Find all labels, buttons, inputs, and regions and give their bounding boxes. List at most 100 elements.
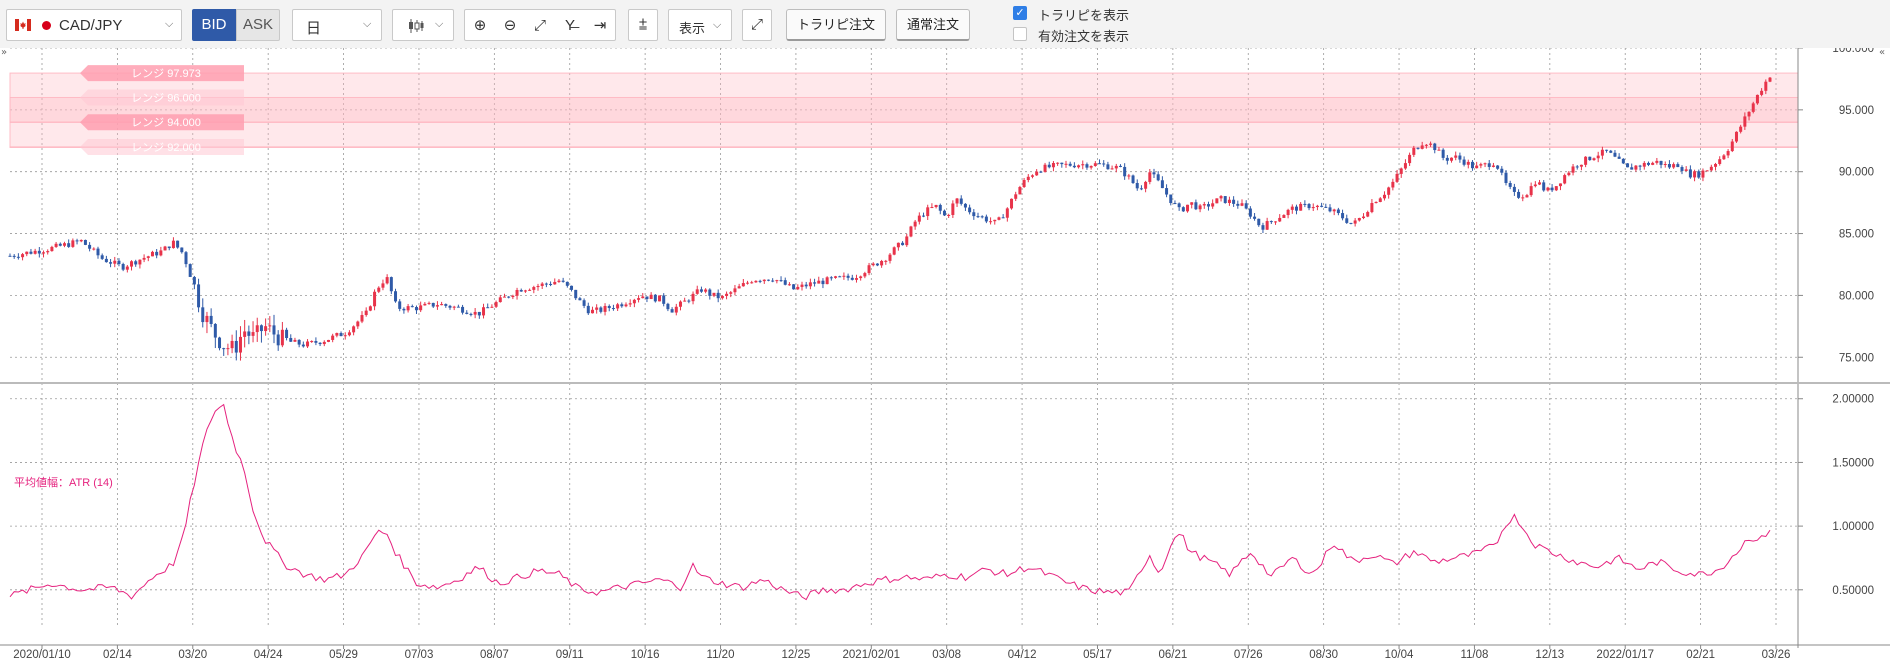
candle-body bbox=[1043, 164, 1047, 172]
candle-body bbox=[1525, 195, 1529, 198]
candle-body bbox=[176, 240, 180, 248]
currency-pair-select[interactable]: CAD/JPY ⌵ bbox=[6, 9, 182, 41]
candle-body bbox=[1634, 165, 1638, 170]
candle-body bbox=[1139, 188, 1143, 190]
candle-body bbox=[456, 306, 460, 308]
trailing-order-button[interactable]: トラリピ注文 bbox=[786, 9, 886, 41]
candle-body bbox=[1110, 168, 1114, 170]
candle-body bbox=[1169, 194, 1173, 204]
candle-body bbox=[1672, 164, 1676, 168]
canada-flag-icon bbox=[15, 19, 31, 31]
expand-icon[interactable]: ⤢ bbox=[742, 9, 772, 41]
fit-screen-icon[interactable]: ⤢ bbox=[533, 17, 546, 34]
candle-body bbox=[842, 275, 846, 277]
candle-body bbox=[75, 240, 79, 242]
candle-body bbox=[850, 277, 854, 280]
candle-body bbox=[796, 286, 800, 290]
candle-body bbox=[234, 340, 238, 353]
candle-body bbox=[1676, 164, 1680, 168]
candle-body bbox=[733, 288, 737, 293]
candle-body bbox=[1458, 155, 1462, 160]
candle-body bbox=[58, 243, 62, 246]
candle-body bbox=[645, 296, 649, 300]
candle-body bbox=[1680, 167, 1684, 171]
ask-button[interactable]: ASK bbox=[236, 9, 280, 41]
candle-body bbox=[1278, 217, 1282, 222]
candle-body bbox=[1563, 175, 1567, 184]
collapse-left-icon[interactable]: » bbox=[1, 48, 7, 58]
candle-body bbox=[1274, 221, 1278, 223]
checkbox-unchecked-icon[interactable] bbox=[1013, 27, 1027, 41]
candle-body bbox=[1077, 165, 1081, 168]
bid-button[interactable]: BID bbox=[192, 9, 236, 41]
show-active-orders-checkbox[interactable]: 有効注文を表示 bbox=[1013, 25, 1233, 44]
normal-order-button[interactable]: 通常注文 bbox=[896, 9, 970, 41]
candle-body bbox=[691, 293, 695, 302]
candle-body bbox=[1646, 162, 1650, 165]
candle-body bbox=[1286, 209, 1290, 216]
candle-body bbox=[1181, 207, 1185, 212]
zoom-out-icon[interactable]: ⊖ bbox=[503, 17, 517, 34]
candle-body bbox=[972, 212, 976, 217]
candle-body bbox=[1588, 156, 1592, 161]
scroll-to-end-icon[interactable]: ⇥ bbox=[593, 17, 607, 34]
candle-body bbox=[79, 239, 83, 242]
period-select[interactable]: 日 ⌵ bbox=[292, 9, 382, 41]
chart-type-select[interactable]: ⌵ bbox=[392, 9, 454, 41]
price-chart[interactable]: レンジ 97.973 レンジ 96.000 レンジ 94.000 レンジ 92.000… bbox=[0, 48, 1890, 665]
candle-body bbox=[155, 251, 159, 256]
candle-body bbox=[532, 287, 536, 290]
add-indicator-icon[interactable]: ⩲ bbox=[628, 9, 658, 41]
candle-body bbox=[1517, 191, 1521, 198]
candle-body bbox=[854, 278, 858, 280]
candle-body bbox=[1064, 163, 1068, 165]
candle-body bbox=[1508, 183, 1512, 187]
atr-line bbox=[9, 403, 1771, 601]
candle-body bbox=[1684, 169, 1688, 171]
candle-body bbox=[452, 306, 456, 308]
candle-body bbox=[213, 323, 217, 338]
candle-body bbox=[1550, 187, 1554, 191]
candle-body bbox=[1462, 159, 1466, 165]
candle-body bbox=[951, 203, 955, 215]
collapse-right-icon[interactable]: « bbox=[1879, 48, 1885, 58]
candle-body bbox=[1546, 187, 1550, 191]
cursor-mode-icon[interactable]: Y̶ bbox=[564, 17, 575, 34]
candle-body bbox=[1269, 221, 1273, 223]
candle-body bbox=[620, 304, 624, 307]
candle-body bbox=[549, 283, 553, 285]
candle-body bbox=[942, 210, 946, 216]
candle-body bbox=[1621, 158, 1625, 164]
candle-body bbox=[1081, 164, 1085, 166]
candle-body bbox=[976, 216, 980, 218]
candle-body bbox=[1470, 161, 1474, 169]
candle-body bbox=[1395, 173, 1399, 182]
candle-body bbox=[1718, 159, 1722, 164]
atr-y-tick-label: 1.50000 bbox=[1832, 457, 1874, 469]
candle-body bbox=[314, 341, 318, 343]
show-traripi-checkbox[interactable]: ✓ トラリピを表示 bbox=[1013, 4, 1233, 23]
zoom-in-icon[interactable]: ⊕ bbox=[473, 17, 487, 34]
candle-body bbox=[1160, 180, 1164, 189]
candle-body bbox=[1349, 222, 1353, 224]
candle-body bbox=[1445, 157, 1449, 161]
candle-body bbox=[1265, 221, 1269, 230]
display-menu-button[interactable]: 表示 ⌵ bbox=[668, 9, 732, 41]
candle-body bbox=[934, 204, 938, 208]
atr-y-tick-label: 1.00000 bbox=[1832, 521, 1874, 533]
candle-body bbox=[922, 215, 926, 217]
checkbox-checked-icon[interactable]: ✓ bbox=[1013, 6, 1027, 20]
candle-body bbox=[1253, 216, 1257, 219]
candle-body bbox=[461, 306, 465, 313]
candle-body bbox=[331, 335, 335, 340]
x-tick-label: 02/14 bbox=[103, 649, 132, 661]
candle-body bbox=[1730, 141, 1734, 152]
candle-body bbox=[1424, 144, 1428, 146]
candle-body bbox=[1290, 206, 1294, 210]
candle-body bbox=[829, 277, 833, 279]
candle-body bbox=[142, 257, 146, 260]
candle-body bbox=[222, 348, 226, 350]
candle-body bbox=[1571, 166, 1575, 173]
candle-body bbox=[1764, 81, 1768, 91]
candle-body bbox=[1014, 194, 1018, 199]
